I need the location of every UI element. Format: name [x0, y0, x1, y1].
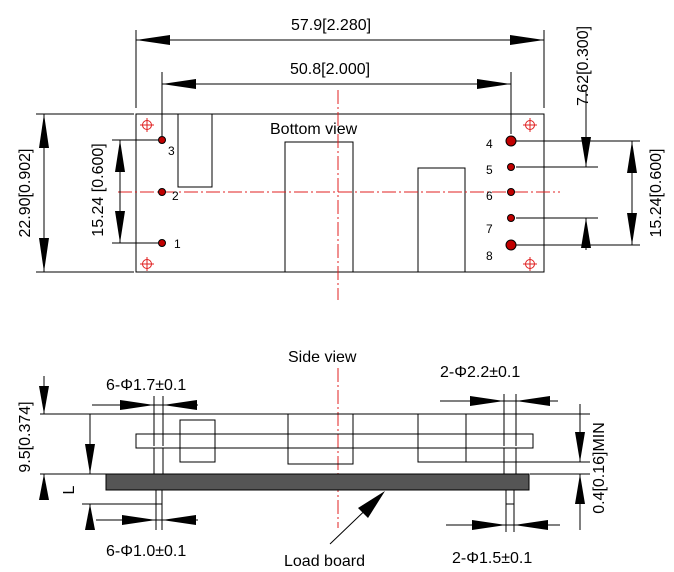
dimension-right-pin-span: [516, 140, 640, 246]
pin-1: [158, 239, 166, 247]
component-outline-center: [284, 141, 354, 273]
bottom-view: 1 2 3 4 5 6 7 8 Bottom view 57.9[2.280] …: [17, 17, 665, 300]
dimension-standoff-label: 0.4[0.16]MIN: [591, 422, 608, 514]
load-board-label: Load board: [284, 553, 365, 570]
mounting-hole: [523, 118, 537, 132]
pin-3: [158, 136, 166, 144]
dimension-L-label: L: [61, 485, 78, 494]
pin-side-right: [503, 447, 517, 475]
pin-tail-right: [505, 489, 515, 505]
mounting-hole: [523, 257, 537, 271]
callout-pin-bottom-left: [96, 504, 198, 530]
pin-side-left: [153, 447, 164, 475]
pin-tail-left: [155, 489, 163, 505]
load-board: [105, 473, 530, 491]
load-board-leader: [329, 491, 385, 545]
callout-pin-bottom-right: [446, 504, 560, 532]
dimension-height-label: 22.90[0.902]: [17, 149, 34, 238]
callout-pin-top-right: [440, 394, 558, 446]
pin-number-6: 6: [486, 189, 493, 203]
dimension-left-pin-span-label: 15.24 [0.600]: [90, 143, 107, 236]
pin-6: [507, 188, 515, 196]
bottom-view-title: Bottom view: [270, 121, 358, 138]
dimension-overall-width-label: 57.9[2.280]: [291, 17, 371, 34]
pin-number-2: 2: [172, 189, 179, 203]
pin-number-1: 1: [174, 237, 181, 251]
dimension-left-pin-span: [112, 139, 158, 244]
pin-7: [507, 214, 515, 222]
component-outline-right: [417, 167, 466, 273]
pin-2: [158, 188, 166, 196]
callout-pin-top-left-label: 6-Φ1.7±0.1: [106, 377, 186, 394]
pin-8: [505, 239, 517, 251]
dimension-pin-pitch-label: 7.62[0.300]: [575, 26, 592, 106]
pin-number-8: 8: [486, 249, 493, 263]
dimension-overall-width: [135, 30, 545, 108]
mounting-hole: [140, 257, 154, 271]
dimension-L: [82, 414, 156, 530]
dimension-standoff: [466, 404, 590, 530]
callout-pin-bottom-right-label: 2-Φ1.5±0.1: [452, 550, 532, 567]
mounting-hole: [140, 118, 154, 132]
side-view: Side view 9.5[0.374]: [17, 349, 608, 570]
side-component-center: [287, 413, 354, 465]
pin-number-4: 4: [486, 137, 493, 151]
callout-pin-bottom-left-label: 6-Φ1.0±0.1: [106, 543, 186, 560]
pin-number-3: 3: [168, 144, 175, 158]
module-pcb-side: [135, 433, 534, 449]
dimension-height: [36, 113, 134, 273]
pin-4: [505, 135, 517, 147]
component-outline-left: [177, 113, 213, 188]
callout-pin-top-right-label: 2-Φ2.2±0.1: [440, 364, 520, 381]
pin-5: [507, 163, 515, 171]
dimension-side-height: [39, 376, 106, 500]
dimension-side-height-label: 9.5[0.374]: [17, 401, 34, 472]
side-component-left: [179, 419, 216, 463]
dimension-pin-span: [161, 72, 512, 136]
dimension-pin-pitch: [516, 90, 598, 250]
side-component-right: [417, 413, 467, 463]
pin-number-5: 5: [486, 163, 493, 177]
callout-pin-top-left: [92, 396, 198, 446]
dimension-pin-span-label: 50.8[2.000]: [290, 61, 370, 78]
pin-number-7: 7: [486, 222, 493, 236]
side-view-title: Side view: [288, 349, 357, 366]
dimension-right-pin-span-label: 15.24[0.600]: [648, 149, 665, 238]
